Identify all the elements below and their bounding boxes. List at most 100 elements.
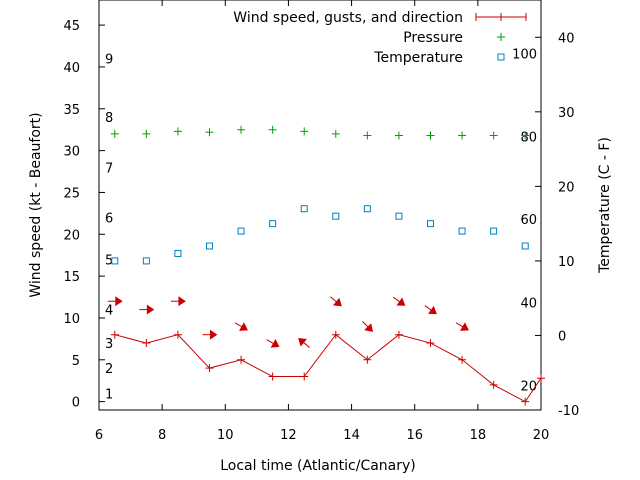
temperature-point xyxy=(142,257,150,265)
wind-speed-point xyxy=(142,339,151,348)
y2-tick-label: -10 xyxy=(558,404,579,419)
wind-direction-arrow xyxy=(234,322,248,331)
wind-direction-arrow xyxy=(330,296,342,307)
wind-arrow-head xyxy=(396,297,406,306)
temperature-point xyxy=(237,227,245,235)
temperature-point xyxy=(269,220,277,228)
temperature-point xyxy=(427,220,434,228)
y-axis-label: Wind speed (kt - Beaufort) xyxy=(28,112,44,297)
wind-speed-point xyxy=(537,374,545,383)
legend-label: Temperature xyxy=(373,50,463,66)
wind-speed-point xyxy=(458,355,467,364)
y-tick-label: 15 xyxy=(63,270,80,285)
wind-speed-point xyxy=(205,364,214,373)
pressure-point xyxy=(521,131,530,140)
temperature-point xyxy=(395,212,403,220)
pressure-point xyxy=(489,131,498,140)
pressure-point xyxy=(268,125,277,134)
beaufort-label: 5 xyxy=(105,253,113,268)
beaufort-label: 4 xyxy=(105,304,113,319)
pressure-point xyxy=(426,131,435,140)
beaufort-label: 2 xyxy=(105,362,113,377)
wind-arrow-head xyxy=(115,296,123,307)
legend-sample-point xyxy=(497,13,505,21)
legend: Wind speed, gusts, and direction Pressure… xyxy=(233,10,527,66)
fahrenheit-label: 20 xyxy=(520,379,537,394)
wind-direction-arrow xyxy=(139,304,155,315)
temperature-point xyxy=(111,257,119,265)
plot-frame xyxy=(98,0,542,411)
x-tick-label: 12 xyxy=(280,428,297,443)
legend-label: Wind speed, gusts, and direction xyxy=(233,10,463,26)
wind-arrow-head xyxy=(210,329,218,340)
wind-direction-arrow xyxy=(424,305,437,315)
fahrenheit-label: 80 xyxy=(520,130,537,145)
y2-tick-label: 40 xyxy=(558,31,575,46)
wind-arrow-head xyxy=(298,337,308,347)
wind-speed-point xyxy=(489,380,498,389)
pressure-point xyxy=(173,127,182,136)
x-tick-label: 6 xyxy=(95,428,103,443)
legend-label: Pressure xyxy=(403,30,463,46)
wind-direction-arrow xyxy=(455,322,469,331)
wind-arrow-head xyxy=(239,322,248,331)
temperature-point xyxy=(206,242,213,250)
wind-arrow-head xyxy=(460,322,469,331)
temperature-point xyxy=(332,212,340,220)
fahrenheit-label: 60 xyxy=(520,213,537,228)
wind-arrow-head xyxy=(332,297,342,307)
beaufort-label: 8 xyxy=(105,111,113,126)
x-tick-label: 16 xyxy=(406,428,423,443)
pressure-point xyxy=(394,131,403,140)
y-tick-label: 5 xyxy=(72,354,80,369)
wind-speed-point xyxy=(394,330,403,339)
axis-ticks: 6 8 10 12 14 16 18 20051015202530354045-1001020… xyxy=(63,0,579,443)
x-tick-label: 10 xyxy=(217,428,234,443)
temperature-point xyxy=(363,205,371,213)
wind-arrow-head xyxy=(428,305,437,315)
temperature-point xyxy=(300,205,308,213)
wind-arrow-head xyxy=(270,339,280,348)
legend-sample-point xyxy=(497,53,505,61)
legend-sample-point xyxy=(497,33,505,41)
x-tick-label: 8 xyxy=(158,428,166,443)
wind-speed-line xyxy=(114,333,542,403)
wind-direction-arrow xyxy=(170,296,186,307)
temperature-point xyxy=(458,227,466,235)
wind-direction-arrow xyxy=(266,339,280,348)
pressure-point xyxy=(458,131,467,140)
pressure-point xyxy=(205,128,214,137)
beaufort-label: 3 xyxy=(105,337,113,352)
beaufort-label: 7 xyxy=(105,161,113,176)
pressure-point xyxy=(331,129,340,138)
y2-tick-label: 0 xyxy=(558,329,566,344)
y-tick-label: 25 xyxy=(63,186,80,201)
pressure-point xyxy=(300,127,309,136)
wind-speed-point xyxy=(110,330,119,339)
y2-tick-label: 10 xyxy=(558,255,575,270)
wind-arrow-head xyxy=(178,296,186,307)
pressure-point xyxy=(363,131,372,140)
wind-speed-point xyxy=(426,339,435,348)
y-tick-label: 30 xyxy=(63,145,80,160)
y2-tick-label: 20 xyxy=(558,180,575,195)
wind-speed-point xyxy=(331,330,340,339)
y-tick-label: 45 xyxy=(63,19,80,34)
wind-speed-point xyxy=(237,355,246,364)
wind-speed-point xyxy=(268,372,277,381)
wind-direction-arrow xyxy=(298,337,310,348)
wind-arrow-head xyxy=(146,304,155,315)
beaufort-label: 9 xyxy=(105,53,113,68)
pressure-point xyxy=(142,129,151,138)
temperature-point xyxy=(490,227,498,235)
pressure-point xyxy=(237,125,246,134)
y-tick-label: 10 xyxy=(63,312,80,327)
temperature-point xyxy=(174,249,182,257)
wind-speed-point xyxy=(300,372,309,381)
wind-speed-point xyxy=(521,397,530,406)
y-tick-label: 40 xyxy=(63,61,80,76)
wind-arrow-head xyxy=(364,323,373,332)
wind-direction-arrow xyxy=(392,296,406,306)
beaufort-label: 1 xyxy=(105,387,113,402)
